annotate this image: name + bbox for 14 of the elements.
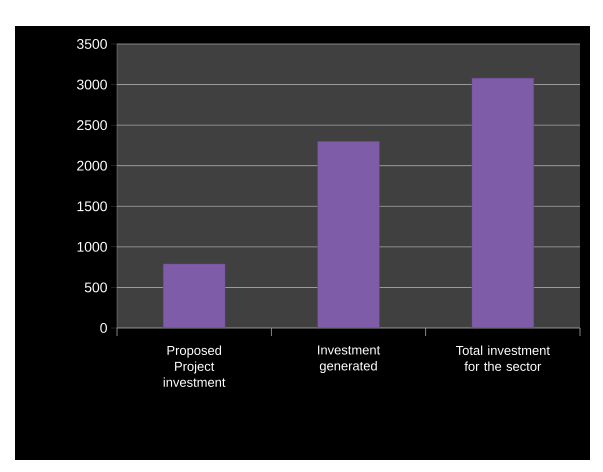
y-tick-label: 2000 bbox=[77, 160, 107, 171]
bar bbox=[472, 78, 534, 328]
y-tick-label: 2500 bbox=[77, 120, 107, 130]
x-tick-label: Investment generated bbox=[318, 346, 380, 374]
x-tick-label: Total investment for the sector bbox=[456, 346, 550, 371]
y-tick-label: 0 bbox=[100, 323, 107, 333]
bar bbox=[162, 264, 226, 328]
x-tick-label: Proposed Project investment bbox=[164, 346, 226, 387]
y-tick-label: 3000 bbox=[76, 80, 107, 90]
y-tick-label: 500 bbox=[84, 282, 107, 292]
y-tick-label: 1000 bbox=[78, 242, 107, 252]
y-tick-label: 1500 bbox=[78, 201, 107, 212]
y-tick-label: 3500 bbox=[76, 39, 107, 49]
bar bbox=[317, 141, 380, 328]
